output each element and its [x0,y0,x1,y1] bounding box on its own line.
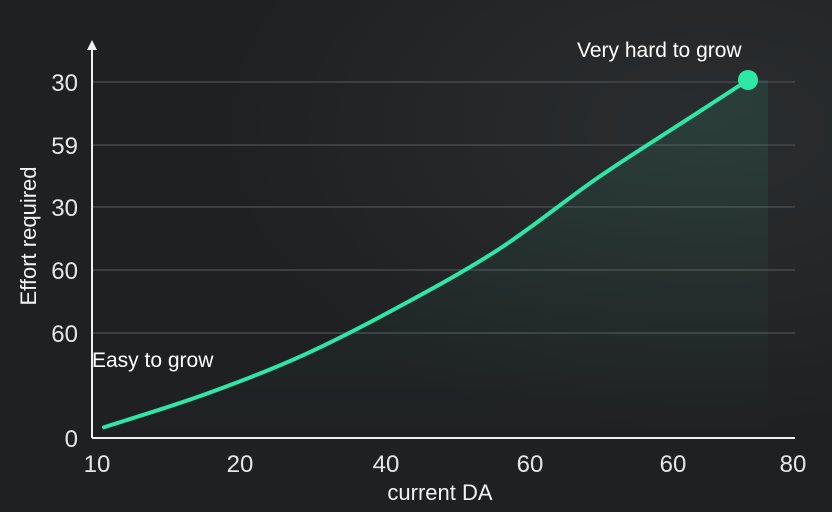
x-axis-title: current DA [387,480,492,505]
x-tick-label: 80 [780,451,807,478]
y-tick-label: 0 [65,426,78,453]
x-tick-label: 60 [517,451,544,478]
annotation-easy-to-grow: Easy to grow [92,349,214,372]
y-axis-arrow-icon [87,40,97,50]
y-axis-title: Effort required [16,166,41,305]
axes [87,40,795,439]
area-fill [104,80,768,438]
annotation-very-hard-to-grow: Very hard to grow [577,39,742,62]
x-tick-label: 20 [227,451,254,478]
y-tick-label: 60 [51,258,78,285]
x-tick-label: 10 [84,451,111,478]
y-tick-label: 30 [51,195,78,222]
series-line [102,78,750,430]
y-tick-label: 59 [51,133,78,160]
series-points [738,70,758,90]
x-tick-label: 60 [660,451,687,478]
x-tick-label: 40 [373,451,400,478]
end-point-marker [738,70,758,90]
x-tick-labels: 10 20 40 60 60 80 [84,451,807,478]
y-tick-label: 60 [51,321,78,348]
y-tick-label: 30 [51,70,78,97]
y-tick-labels: 0 60 60 30 59 30 [51,70,78,453]
